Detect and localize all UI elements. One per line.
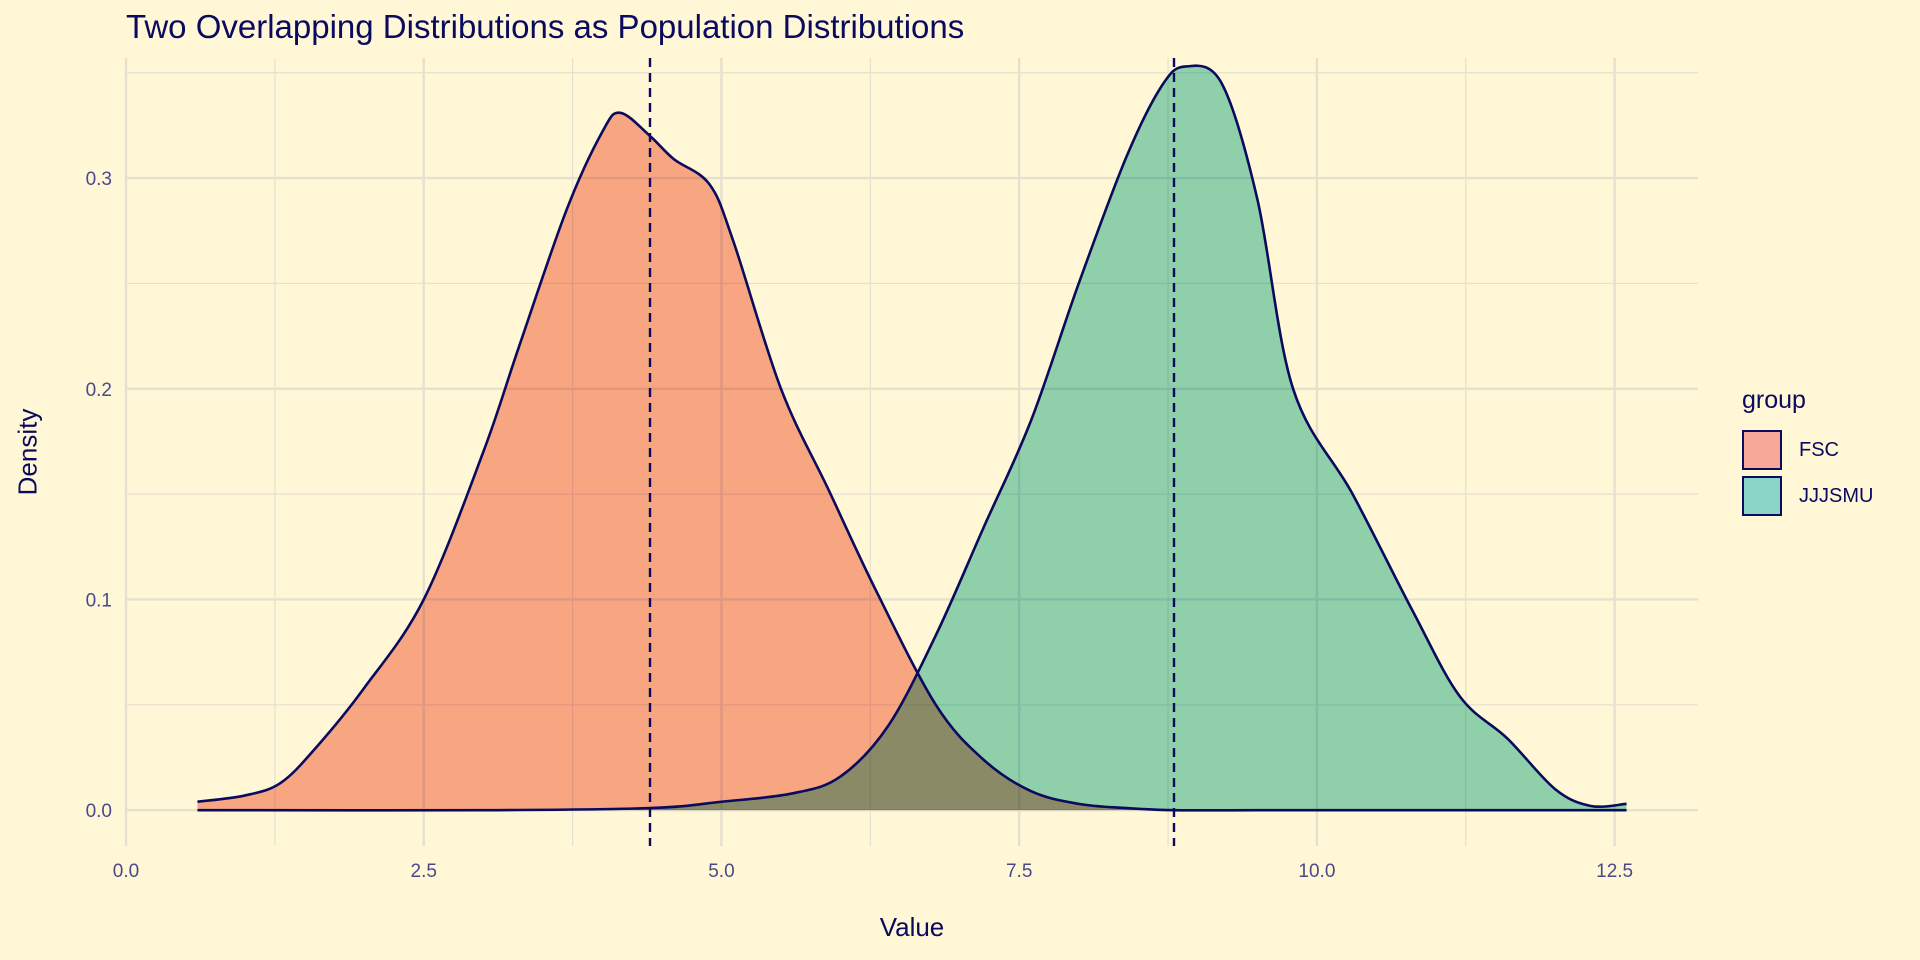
y-tick-label: 0.3 (86, 169, 112, 190)
legend-key-fsc (1742, 430, 1782, 470)
x-tick-label: 12.5 (1596, 861, 1633, 882)
legend-item-fsc: FSC (1742, 427, 1873, 473)
density-area-jjjsmu (197, 65, 1627, 811)
y-axis-ticks: 0.0 0.1 0.2 0.3 (86, 169, 112, 822)
legend-item-jjjsmu: JJJSMU (1742, 473, 1873, 519)
x-tick-label: 7.5 (1006, 861, 1032, 882)
legend: group FSC JJJSMU (1742, 386, 1873, 519)
density-area-fsc (197, 112, 1627, 811)
y-axis-label: Density (12, 408, 43, 496)
x-tick-label: 0.0 (113, 861, 139, 882)
chart-title: Two Overlapping Distributions as Populat… (126, 8, 965, 45)
x-tick-label: 5.0 (708, 861, 734, 882)
x-tick-label: 10.0 (1298, 861, 1335, 882)
legend-title: group (1742, 386, 1806, 414)
x-axis-ticks: 0.0 2.5 5.0 7.5 10.0 12.5 (113, 861, 1633, 882)
x-axis-label: Value (879, 912, 945, 942)
legend-key-jjjsmu (1742, 476, 1782, 516)
density-outline-jjjsmu (197, 64, 1627, 812)
y-tick-label: 0.2 (86, 380, 112, 401)
y-tick-label: 0.1 (86, 590, 112, 611)
legend-label-jjjsmu: JJJSMU (1799, 484, 1874, 507)
legend-label-fsc: FSC (1799, 438, 1839, 461)
mean-lines (648, 58, 1176, 846)
y-tick-label: 0.0 (86, 801, 112, 822)
x-tick-label: 2.5 (411, 861, 437, 882)
